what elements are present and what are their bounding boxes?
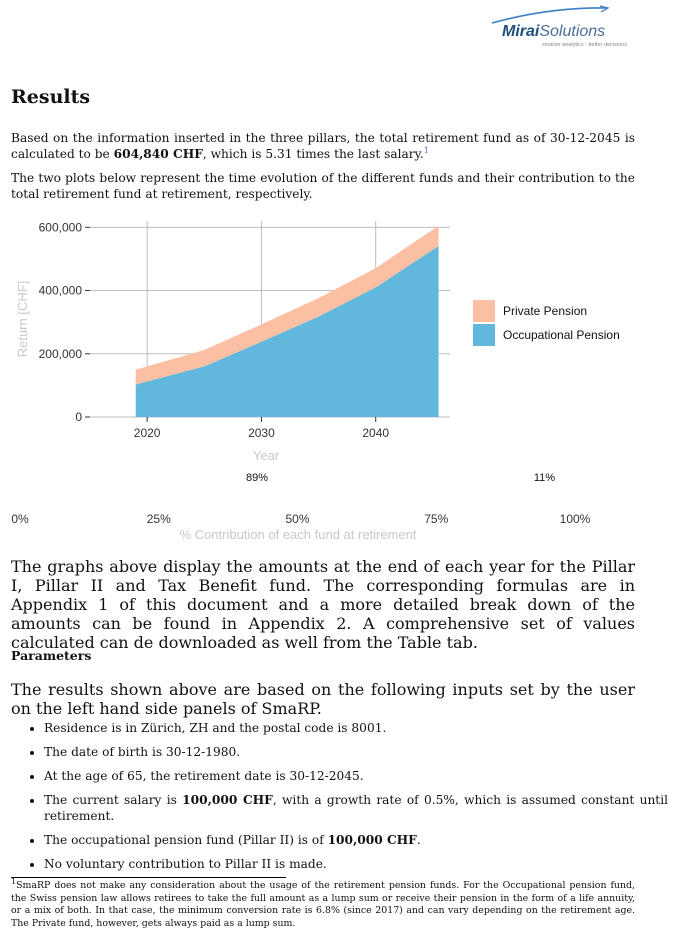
contribution-bar-chart: 89% 11% 0% 25% 50% 75% 100% % Contribution of e… [11,472,591,542]
legend-label: Occupational Pension [503,328,620,342]
logo-brand: MiraiSolutions [502,23,606,40]
x-tick-label: 50% [285,512,309,526]
parameters-intro: The results shown above are based on the… [11,680,635,718]
list-item: The current salary is 100,000 CHF, with … [44,792,668,824]
list-item: At the age of 65, the retirement date is… [44,768,668,784]
legend-swatch [473,324,495,346]
x-tick-label: 75% [424,512,448,526]
list-item: The occupational pension fund (Pillar II… [44,832,668,848]
contribution-label: 89% [246,472,268,484]
x-axis-label: Year [253,448,280,463]
y-tick-label: 600,000 [39,220,83,234]
page-title: Results [11,86,91,108]
logo-tagline: smarter analytics - better decisions [542,42,627,48]
plots-description: The two plots below represent the time e… [11,171,635,201]
area-private-pension [135,225,439,385]
contribution-label: 11% [534,472,555,484]
legend-label: Private Pension [503,304,587,318]
logo-swoosh-icon [491,5,610,24]
intro-paragraph: Based on the information inserted in the… [11,131,635,201]
footnote: 1SmaRP does not make any consideration a… [11,876,635,929]
total-fund-amount: 604,840 CHF [113,147,203,161]
x-tick-label: 100% [560,512,591,526]
x-tick-label: 0% [11,512,29,526]
list-item: No voluntary contribution to Pillar II i… [44,856,668,872]
charts-explanation: The graphs above display the amounts at … [11,557,635,652]
y-tick-label: 400,000 [39,284,83,298]
x-tick-label: 25% [147,512,171,526]
legend-swatch [473,300,495,322]
retirement-fund-area-chart: 0 200,000 400,000 600,000 2020 2030 2040 Year Re… [15,220,620,463]
x-axis-label: % Contribution of each fund at retiremen… [179,527,416,542]
y-tick-label: 200,000 [39,347,83,361]
footnote-ref[interactable]: 1 [423,145,429,155]
y-axis-label: Return [CHF] [15,281,30,358]
x-tick-label: 2040 [362,426,389,440]
footnote-rule [11,877,286,878]
y-tick-label: 0 [75,410,82,424]
list-item: The date of birth is 30-12-1980. [44,744,668,760]
area-occupational-pension [135,245,439,417]
x-tick-label: 2030 [248,426,275,440]
mirai-logo: MiraiSolutions smarter analytics - bette… [490,5,640,50]
parameters-heading: Parameters [11,648,92,663]
x-tick-label: 2020 [134,426,161,440]
list-item: Residence is in Zürich, ZH and the posta… [44,720,668,736]
parameters-list: Residence is in Zürich, ZH and the posta… [11,720,668,880]
